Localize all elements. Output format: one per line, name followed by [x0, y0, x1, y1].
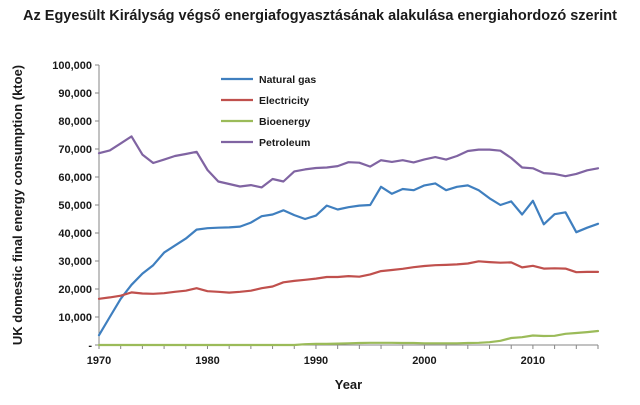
series-line-electricity: [97, 260, 600, 300]
chart-title: Az Egyesült Királyság végső energiafogya…: [23, 8, 617, 24]
series-line-bioenergy: [97, 329, 600, 347]
y-axis-tick-labels: - 10,000 20,000 30,000 40,000 50,000 60,000 70,…: [52, 60, 92, 352]
y-tick-label: 50,000: [58, 200, 92, 212]
y-tick-label: 70,000: [58, 144, 92, 156]
x-axis-title: Year: [335, 377, 362, 392]
legend-label-petroleum: Petroleum: [259, 137, 310, 149]
x-tick-label: 1970: [87, 355, 111, 367]
y-tick-label: 40,000: [58, 228, 92, 240]
x-tick-label: 2000: [412, 355, 436, 367]
y-tick-label: 10,000: [58, 312, 92, 324]
series-line-natural-gas: [97, 182, 600, 337]
legend: Natural gas Electricity Bioenergy Petroleum: [221, 74, 316, 149]
x-tick-label: 1990: [304, 355, 328, 367]
y-tick-label: -: [88, 340, 92, 352]
series-line-petroleum: [97, 135, 600, 189]
y-tick-label: 20,000: [58, 284, 92, 296]
y-tick-label: 30,000: [58, 256, 92, 268]
y-tick-label: 80,000: [58, 116, 92, 128]
y-tick-label: 100,000: [52, 60, 92, 72]
series-lines: [97, 135, 600, 347]
legend-label-electricity: Electricity: [259, 95, 309, 107]
x-axis-tick-labels: 1970 1980 1990 2000 2010: [87, 355, 545, 367]
x-tick-label: 2010: [521, 355, 545, 367]
legend-label-bioenergy: Bioenergy: [259, 116, 311, 128]
y-tick-label: 90,000: [58, 88, 92, 100]
legend-label-natural-gas: Natural gas: [259, 74, 316, 86]
x-tick-label: 1980: [195, 355, 219, 367]
y-tick-label: 60,000: [58, 172, 92, 184]
y-axis-title: UK domestic final energy consumption (kt…: [10, 65, 25, 345]
